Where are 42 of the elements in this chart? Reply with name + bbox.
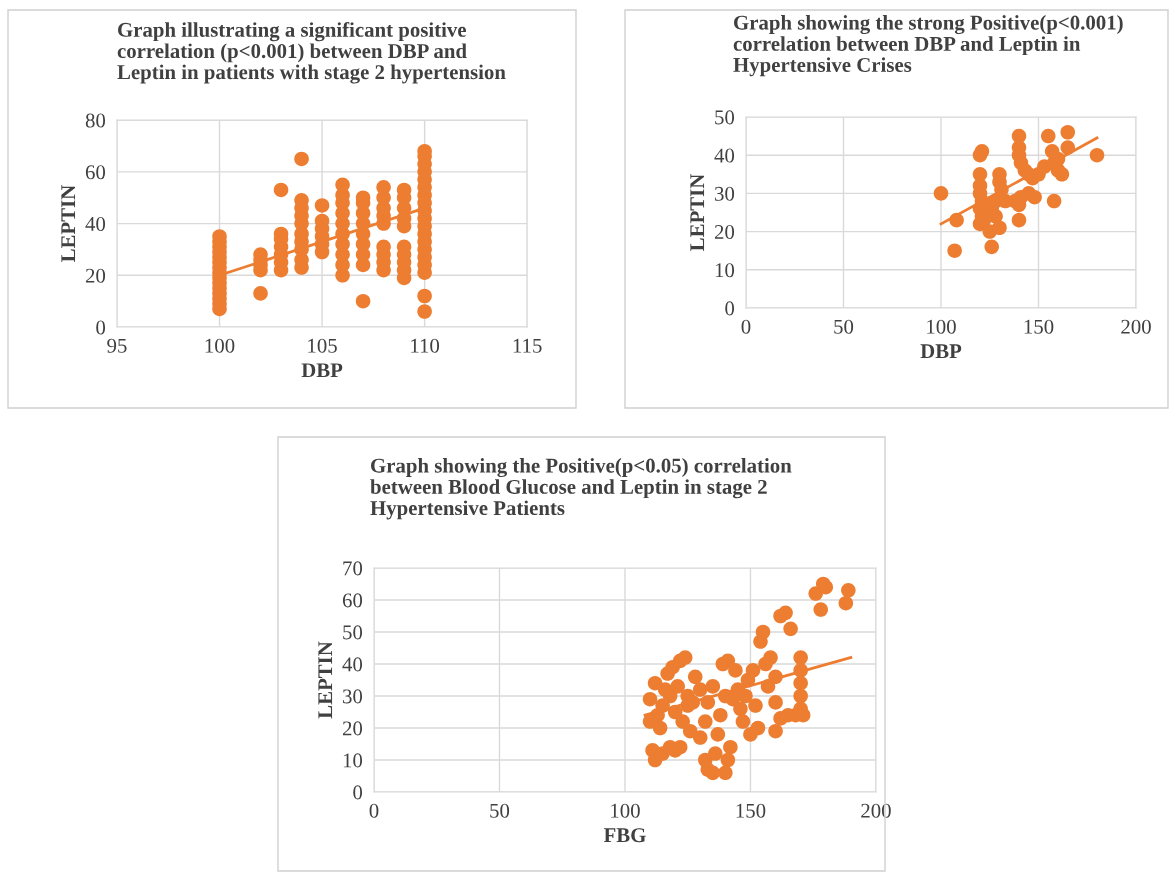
x-tick-label: 0 — [741, 319, 751, 334]
y-tick-label: 50 — [715, 110, 735, 125]
chart-title: Graph showing the Positive(p<0.05) correlation between Blood Glucose and Leptin in stage 2 Hypertensive Patients — [370, 458, 792, 520]
x-tick-label: 150 — [736, 803, 766, 818]
y-axis-title: LEPTIN — [318, 641, 333, 719]
y-tick-label: 0 — [725, 301, 735, 316]
x-tick-label: 150 — [1024, 319, 1054, 334]
chart-title: Graph showing the strong Positive(p<0.001) correlation between DBP and Leptin in Hypertensive Crises — [733, 15, 1123, 77]
y-tick-label: 30 — [343, 689, 363, 704]
y-tick-label: 0 — [353, 785, 363, 800]
y-tick-label: 40 — [342, 657, 363, 672]
y-tick-label: 50 — [343, 625, 363, 640]
x-tick-label: 0 — [369, 803, 379, 818]
y-tick-label: 40 — [714, 148, 735, 163]
x-tick-label: 200 — [1121, 319, 1151, 334]
x-tick-label: 50 — [834, 319, 854, 334]
y-tick-label: 30 — [715, 186, 735, 201]
x-tick-label: 50 — [490, 803, 510, 818]
x-axis-title: FBG — [603, 828, 646, 843]
y-tick-label: 10 — [715, 263, 735, 278]
y-tick-label: 40 — [85, 216, 106, 232]
y-tick-label: 70 — [343, 561, 363, 576]
x-tick-label: 100 — [205, 338, 235, 353]
y-tick-label: 10 — [343, 753, 363, 768]
chart-title: Graph illustrating a significant positive correlation (p<0.001) between DBP and Leptin in patients with stage 2 hypertension — [117, 22, 506, 84]
y-tick-label: 20 — [85, 268, 106, 283]
x-axis-title: DBP — [920, 344, 962, 359]
x-tick-label: 115 — [513, 338, 542, 353]
y-tick-label: 20 — [714, 224, 735, 240]
x-tick-label: 110 — [411, 338, 440, 353]
y-axis-title: LEPTIN — [61, 185, 76, 262]
y-axis-title: LEPTIN — [690, 173, 705, 251]
y-tick-label: 20 — [342, 721, 363, 736]
y-tick-label: 60 — [342, 593, 363, 608]
y-tick-label: 60 — [85, 165, 106, 180]
x-tick-label: 105 — [308, 338, 337, 353]
x-tick-label: 100 — [927, 319, 956, 334]
x-tick-label: 200 — [861, 803, 891, 818]
x-axis-title: DBP — [301, 363, 343, 378]
x-tick-label: 100 — [611, 803, 640, 818]
x-tick-label: 95 — [107, 338, 127, 353]
y-tick-label: 80 — [85, 113, 106, 128]
